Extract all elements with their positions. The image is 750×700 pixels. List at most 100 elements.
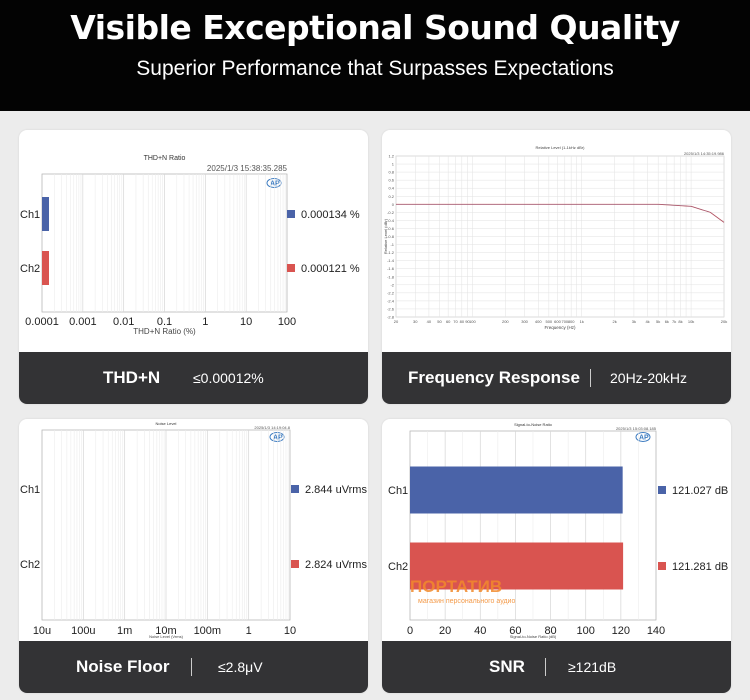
y-tick-label: -0.6 — [387, 226, 395, 231]
y-tick-label: -2 — [390, 282, 394, 287]
chart-title: THD+N Ratio — [144, 155, 186, 162]
x-tick-label: 8k — [678, 319, 682, 324]
thdn-label: THD+N — [103, 368, 161, 387]
page-header: Visible Exceptional Sound Quality Superi… — [0, 0, 750, 111]
ap-logo-icon — [635, 432, 651, 442]
x-tick-label: 1 — [202, 316, 208, 328]
x-tick-label: 0.01 — [113, 316, 134, 328]
x-tick-label: 7k — [672, 319, 676, 324]
x-tick-label: 1 — [246, 625, 252, 637]
x-tick-label: 20 — [439, 625, 451, 637]
frequency-response-line — [396, 203, 725, 223]
x-tick-label: 0.1 — [157, 316, 172, 328]
data-label: 0.000134 % — [301, 209, 360, 221]
x-tick-label: 600 — [554, 319, 561, 324]
card-noise-floor: Noise Level 2025/1/3 14:19:04.8 AP 10u 100u 1… — [19, 419, 368, 693]
card-snr: Signal-to-Noise Ratio 2025/1/3 15:03:08.1… — [382, 419, 731, 693]
watermark-logo: ПОРТАТИВ магазин персонального аудио — [410, 577, 515, 605]
y-tick-label: -1.8 — [387, 274, 395, 279]
legend-swatch — [658, 562, 666, 570]
y-tick-label: 0.4 — [388, 186, 394, 191]
chart-title: Noise Level — [156, 421, 177, 426]
x-tick-label: 90 — [465, 319, 470, 324]
x-tick-label: 800 — [568, 319, 575, 324]
data-bar — [42, 251, 49, 285]
y-tick-label: 0.2 — [388, 194, 394, 199]
x-tick-label: 5k — [656, 319, 660, 324]
x-tick-label: 70 — [453, 319, 458, 324]
x-tick-label: 100 — [278, 316, 296, 328]
x-tick-label: 2k — [613, 319, 617, 324]
card-noise-floor-footer: Noise Floor ≤2.8μV — [19, 641, 368, 693]
x-tick-label: 1m — [117, 625, 132, 637]
page-title: Visible Exceptional Sound Quality — [70, 8, 680, 47]
card-thdn: THD+N Ratio 2025/1/3 15:38:35.285 AP 0.0001… — [19, 130, 368, 404]
x-tick-label: 0.001 — [69, 316, 97, 328]
chart-timestamp: 2025/1/3 14:19:04.8 — [254, 425, 290, 430]
y-tick-label: -0.8 — [387, 234, 395, 239]
x-tick-label: 80 — [460, 319, 465, 324]
chart-timestamp: 2025/1/3 14:35:19.986 — [684, 151, 725, 156]
chart-timestamp: 2025/1/3 15:03:08.185 — [616, 426, 657, 431]
card-snr-footer: SNR ≥121dB — [382, 641, 731, 693]
category-label: Ch1 — [388, 485, 408, 497]
x-tick-label: 0 — [407, 625, 413, 637]
y-tick-label: -0.2 — [387, 210, 395, 215]
legend-swatch — [287, 264, 295, 272]
chart-title: Relative Level (1-1kHz dBr) — [536, 145, 586, 150]
y-tick-label: -1.4 — [387, 258, 395, 263]
y-tick-label: -1.2 — [387, 250, 395, 255]
snr-label: SNR — [489, 657, 525, 676]
data-label: 121.281 dB — [672, 561, 728, 573]
x-tick-label: 6k — [665, 319, 669, 324]
noise-floor-chart: Noise Level 2025/1/3 14:19:04.8 AP 10u 100u 1… — [20, 421, 367, 639]
snr-value: ≥121dB — [568, 659, 617, 675]
x-tick-label: 100 — [577, 625, 595, 637]
chart-timestamp: 2025/1/3 15:38:35.285 — [207, 164, 288, 173]
category-label: Ch1 — [20, 484, 40, 496]
legend-swatch — [658, 486, 666, 494]
x-tick-label: 30 — [413, 319, 418, 324]
x-tick-label: 40 — [474, 625, 486, 637]
x-tick-label: 20k — [721, 319, 727, 324]
x-tick-label: 10m — [155, 625, 176, 637]
x-tick-label: 300 — [521, 319, 528, 324]
noise-floor-label: Noise Floor — [76, 657, 170, 676]
x-tick-label: 400 — [535, 319, 542, 324]
x-tick-label: 10u — [33, 625, 51, 637]
x-axis-label: THD+N Ratio (%) — [133, 327, 196, 336]
y-tick-label: -0.4 — [387, 218, 395, 223]
frequency-response-chart: Relative Level (1-1kHz dBr) 2025/1/3 14:3… — [383, 145, 727, 330]
x-tick-label: 140 — [647, 625, 665, 637]
footer-separator — [545, 658, 546, 676]
data-bar — [42, 197, 49, 231]
thdn-chart: THD+N Ratio 2025/1/3 15:38:35.285 AP 0.0001… — [20, 155, 360, 336]
x-tick-label: 10 — [284, 625, 296, 637]
data-label: 0.000121 % — [301, 263, 360, 275]
legend-swatch — [287, 210, 295, 218]
footer-separator — [590, 369, 591, 387]
noise-floor-value: ≤2.8μV — [218, 659, 263, 675]
x-tick-label: 100 — [469, 319, 476, 324]
ap-logo-text: AP — [273, 435, 283, 442]
x-tick-label: 500 — [545, 319, 552, 324]
x-tick-label: 80 — [544, 625, 556, 637]
category-label: Ch1 — [20, 209, 40, 221]
category-label: Ch2 — [20, 263, 40, 275]
y-tick-label: 0.8 — [388, 170, 394, 175]
card-thdn-footer: THD+N ≤0.00012% — [19, 352, 368, 404]
y-axis-label: Relative Level (dBr) — [383, 218, 388, 254]
x-tick-label: 1k — [580, 319, 584, 324]
x-tick-label: 10 — [240, 316, 252, 328]
x-tick-label: 50 — [437, 319, 442, 324]
x-tick-label: 4k — [645, 319, 649, 324]
ap-logo-text: AP — [270, 181, 280, 188]
category-label: Ch2 — [388, 561, 408, 573]
x-tick-label: 10k — [688, 319, 694, 324]
card-frequency-response: Relative Level (1-1kHz dBr) 2025/1/3 14:3… — [382, 130, 731, 404]
y-tick-label: 1 — [392, 162, 395, 167]
ap-logo-text: AP — [639, 435, 649, 442]
data-bar — [410, 542, 624, 590]
data-label: 2.824 uVrms — [305, 559, 367, 571]
legend-swatch — [291, 485, 299, 493]
